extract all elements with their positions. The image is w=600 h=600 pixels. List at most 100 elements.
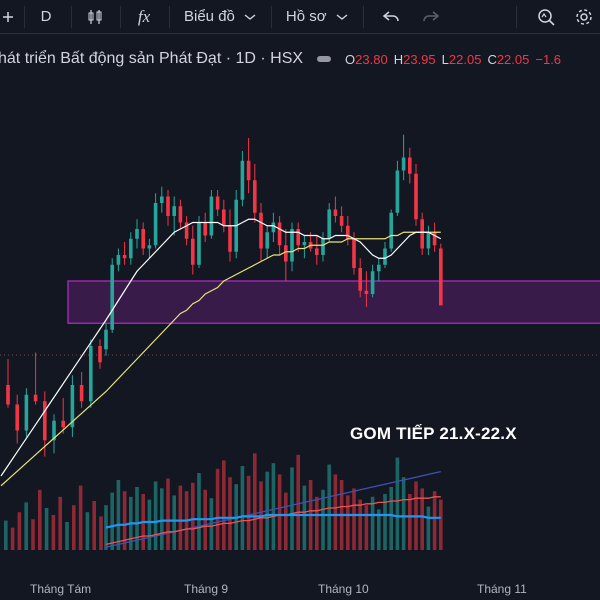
volume-bar: [160, 488, 164, 550]
candle-body: [191, 238, 195, 265]
candle-body: [352, 238, 356, 268]
volume-bar: [222, 460, 226, 550]
candle-body: [110, 264, 114, 330]
chevron-down-icon: [244, 13, 256, 20]
interval-button[interactable]: D: [40, 8, 52, 25]
candle-body: [265, 232, 269, 249]
open-value: 23.80: [355, 51, 388, 67]
volume-bar: [92, 501, 96, 550]
volume-ma-blue-line: [105, 513, 441, 529]
candle-body: [209, 196, 214, 236]
volume-bar: [420, 488, 424, 550]
volume-bar: [78, 485, 83, 550]
candle-body: [141, 229, 145, 249]
candle-body: [296, 229, 300, 246]
volume-bar: [370, 496, 375, 550]
volume-bar: [377, 509, 381, 550]
volume-bar: [439, 499, 443, 550]
candle-body: [240, 160, 245, 200]
candle-body: [277, 222, 282, 246]
market-status-icon[interactable]: [317, 56, 332, 62]
volume-bar: [277, 474, 282, 550]
settings-gear-icon[interactable]: [569, 0, 599, 34]
volume-bar: [122, 491, 127, 550]
volume-bar: [153, 481, 158, 550]
candle-body: [271, 222, 276, 233]
candle-body: [358, 268, 362, 291]
candle-body: [302, 242, 307, 246]
chart-type-dropdown[interactable]: Biểu đồ: [184, 0, 257, 34]
volume-bar: [65, 522, 69, 550]
volume-bar: [147, 499, 152, 550]
close-value: 22.05: [496, 51, 530, 67]
candle-body: [426, 232, 431, 249]
volume-bar: [302, 485, 307, 550]
volume-bar: [10, 527, 15, 550]
undo-icon[interactable]: [376, 0, 406, 34]
volume-bar: [215, 468, 220, 550]
symbol-title[interactable]: hát triển Bất động sản Phát Đạt · 1D · H…: [0, 50, 304, 67]
volume-bar: [246, 475, 251, 550]
candle-body: [389, 212, 393, 249]
volume-bar: [4, 520, 8, 550]
symbol-legend-row: hát triển Bất động sản Phát Đạt · 1D · H…: [0, 46, 600, 72]
candle-body: [135, 229, 139, 239]
plus-icon[interactable]: [0, 0, 16, 34]
top-toolbar: D fx Biểu đồ Hồ sơ: [0, 0, 600, 34]
volume-bar: [358, 499, 362, 550]
price-chart[interactable]: [0, 72, 600, 572]
volume-bar: [135, 487, 139, 550]
volume-bar: [44, 508, 49, 550]
candle-body: [321, 238, 325, 255]
candle-body: [15, 404, 19, 431]
chart-type-label: Biểu đồ: [184, 8, 235, 25]
volume-bar: [38, 489, 42, 550]
x-tick-label: Tháng 10: [318, 582, 369, 596]
volume-bar: [197, 473, 201, 550]
volume-bar: [110, 492, 114, 550]
candle-body: [408, 157, 412, 174]
candle-body: [61, 420, 65, 428]
candle-body: [79, 385, 84, 402]
x-tick-label: Tháng 9: [184, 582, 229, 596]
volume-bar: [389, 487, 393, 550]
indicators-button[interactable]: fx: [137, 6, 151, 26]
candle-body: [70, 385, 75, 428]
volume-bar: [321, 489, 325, 550]
volume-bar: [432, 491, 437, 550]
volume-bar: [51, 515, 56, 550]
volume-bar: [426, 506, 431, 550]
candle-body: [43, 401, 47, 441]
volume-ma-red-line: [105, 496, 441, 546]
candle-body: [89, 346, 93, 402]
candle-body: [246, 160, 251, 181]
redo-icon[interactable]: [416, 0, 446, 34]
candle-body: [346, 225, 350, 239]
volume-bar: [364, 505, 369, 550]
candle-body: [333, 209, 338, 216]
volume-bar: [72, 505, 76, 550]
candle-body: [33, 394, 38, 402]
volume-bar: [271, 463, 276, 550]
candles-icon[interactable]: [78, 0, 112, 34]
volume-bar: [166, 478, 170, 550]
volume-bar: [408, 494, 412, 550]
candle-body: [6, 385, 10, 405]
candle-body: [129, 238, 133, 259]
profile-dropdown[interactable]: Hồ sơ: [286, 0, 349, 34]
alert-search-icon[interactable]: [531, 0, 561, 34]
volume-bar: [290, 467, 294, 550]
volume-bar: [284, 492, 288, 550]
candle-body: [284, 245, 288, 262]
candle-body: [339, 216, 344, 226]
volume-bar: [296, 454, 300, 550]
candle-body: [116, 255, 121, 265]
volume-bar: [383, 494, 387, 550]
high-value: 23.95: [403, 51, 436, 67]
volume-ma-navy-line: [105, 470, 441, 548]
candle-body: [172, 206, 176, 216]
volume-bar: [85, 512, 90, 550]
profile-label: Hồ sơ: [285, 8, 327, 25]
candle-body: [197, 222, 201, 265]
x-tick-label: Tháng 11: [477, 582, 527, 596]
